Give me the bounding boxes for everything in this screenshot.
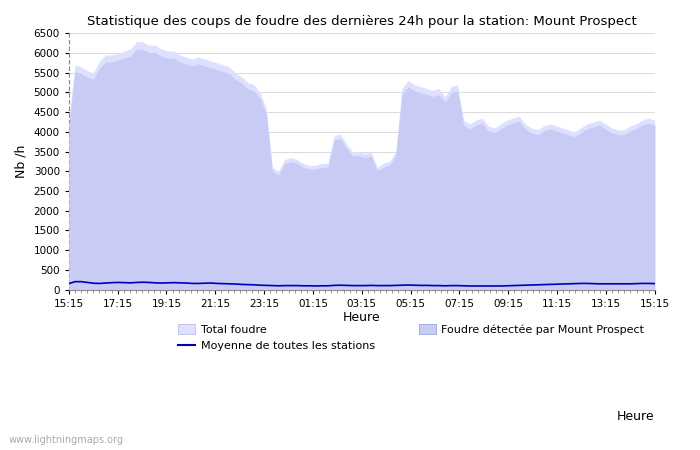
- X-axis label: Heure: Heure: [343, 311, 381, 324]
- Legend: Total foudre, Moyenne de toutes les stations, Foudre détectée par Mount Prospect: Total foudre, Moyenne de toutes les stat…: [174, 320, 649, 356]
- Y-axis label: Nb /h: Nb /h: [15, 145, 28, 178]
- Text: Heure: Heure: [617, 410, 655, 423]
- Title: Statistique des coups de foudre des dernières 24h pour la station: Mount Prospec: Statistique des coups de foudre des dern…: [87, 15, 637, 28]
- Text: www.lightningmaps.org: www.lightningmaps.org: [8, 435, 123, 445]
